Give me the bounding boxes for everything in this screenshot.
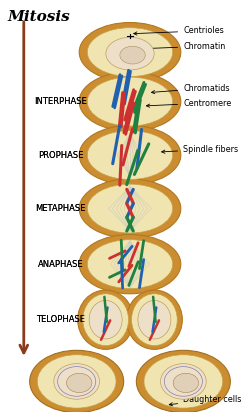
Ellipse shape [126, 290, 182, 349]
Text: INTERPHASE: INTERPHASE [34, 97, 87, 106]
Ellipse shape [87, 28, 173, 76]
Text: Centromere: Centromere [146, 99, 231, 107]
Text: TELOPHASE: TELOPHASE [36, 315, 85, 324]
Text: ANAPHASE: ANAPHASE [38, 260, 84, 268]
Ellipse shape [132, 294, 177, 346]
Ellipse shape [30, 350, 124, 413]
Ellipse shape [87, 77, 173, 126]
Ellipse shape [87, 184, 173, 233]
Text: Chromatin: Chromatin [134, 42, 225, 51]
Ellipse shape [79, 23, 181, 82]
Text: METAPHASE: METAPHASE [36, 204, 86, 213]
Ellipse shape [79, 179, 181, 238]
Text: PROPHASE: PROPHASE [38, 151, 84, 159]
Text: METAPHASE: METAPHASE [36, 204, 86, 213]
Text: PROPHASE: PROPHASE [38, 151, 84, 159]
Ellipse shape [83, 294, 128, 346]
Text: Centrioles: Centrioles [134, 26, 224, 35]
Text: Spindle fibers: Spindle fibers [162, 145, 238, 154]
Text: Chromatids: Chromatids [152, 84, 230, 94]
Ellipse shape [89, 300, 122, 339]
Ellipse shape [66, 373, 92, 392]
Text: TELOPHASE: TELOPHASE [36, 315, 85, 324]
Text: ANAPHASE: ANAPHASE [38, 260, 84, 268]
Ellipse shape [136, 350, 230, 413]
Ellipse shape [87, 240, 173, 289]
Ellipse shape [37, 355, 116, 408]
Ellipse shape [78, 290, 134, 349]
Ellipse shape [160, 364, 206, 399]
Ellipse shape [173, 373, 199, 392]
Text: Daughter cells: Daughter cells [169, 395, 242, 406]
Ellipse shape [54, 364, 100, 399]
Ellipse shape [79, 235, 181, 294]
Text: Mitosis: Mitosis [8, 10, 70, 24]
Ellipse shape [120, 46, 145, 64]
Text: INTERPHASE: INTERPHASE [34, 97, 87, 106]
Ellipse shape [144, 355, 223, 408]
Ellipse shape [79, 72, 181, 131]
Ellipse shape [79, 126, 181, 185]
Ellipse shape [138, 300, 171, 339]
Ellipse shape [106, 37, 154, 70]
Ellipse shape [87, 131, 173, 180]
